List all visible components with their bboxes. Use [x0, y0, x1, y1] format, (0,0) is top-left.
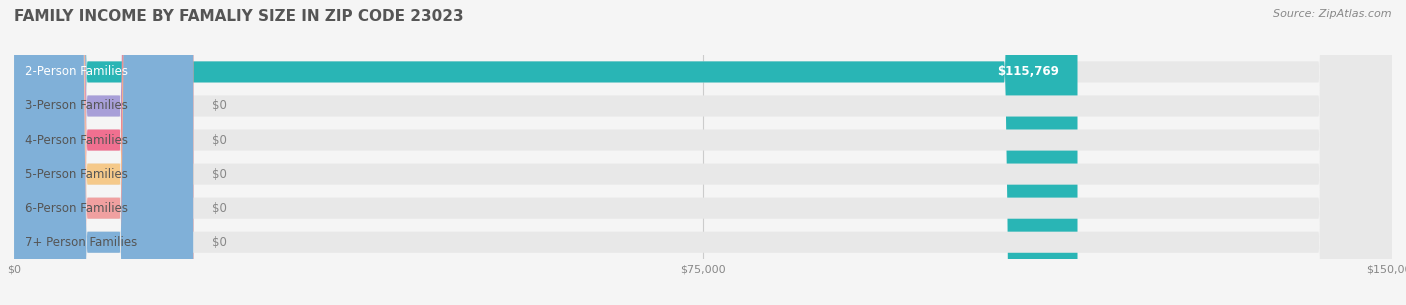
FancyBboxPatch shape	[14, 0, 193, 305]
FancyBboxPatch shape	[14, 0, 193, 305]
FancyBboxPatch shape	[14, 0, 193, 305]
FancyBboxPatch shape	[14, 0, 1392, 305]
Text: FAMILY INCOME BY FAMALIY SIZE IN ZIP CODE 23023: FAMILY INCOME BY FAMALIY SIZE IN ZIP COD…	[14, 9, 464, 24]
FancyBboxPatch shape	[14, 0, 1392, 305]
Text: $0: $0	[211, 99, 226, 113]
Text: 4-Person Families: 4-Person Families	[25, 134, 128, 146]
Text: $0: $0	[211, 168, 226, 181]
FancyBboxPatch shape	[14, 0, 1392, 305]
Text: 3-Person Families: 3-Person Families	[25, 99, 128, 113]
Text: $0: $0	[211, 202, 226, 215]
FancyBboxPatch shape	[14, 0, 1392, 305]
Text: Source: ZipAtlas.com: Source: ZipAtlas.com	[1274, 9, 1392, 19]
Text: $0: $0	[211, 236, 226, 249]
Text: 6-Person Families: 6-Person Families	[25, 202, 128, 215]
Text: $0: $0	[211, 134, 226, 146]
FancyBboxPatch shape	[14, 0, 193, 305]
FancyBboxPatch shape	[14, 0, 1077, 305]
Text: $115,769: $115,769	[997, 66, 1059, 78]
Text: 5-Person Families: 5-Person Families	[25, 168, 128, 181]
FancyBboxPatch shape	[14, 0, 193, 305]
Text: 2-Person Families: 2-Person Families	[25, 66, 128, 78]
FancyBboxPatch shape	[14, 0, 1392, 305]
Text: 7+ Person Families: 7+ Person Families	[25, 236, 138, 249]
FancyBboxPatch shape	[14, 0, 1392, 305]
